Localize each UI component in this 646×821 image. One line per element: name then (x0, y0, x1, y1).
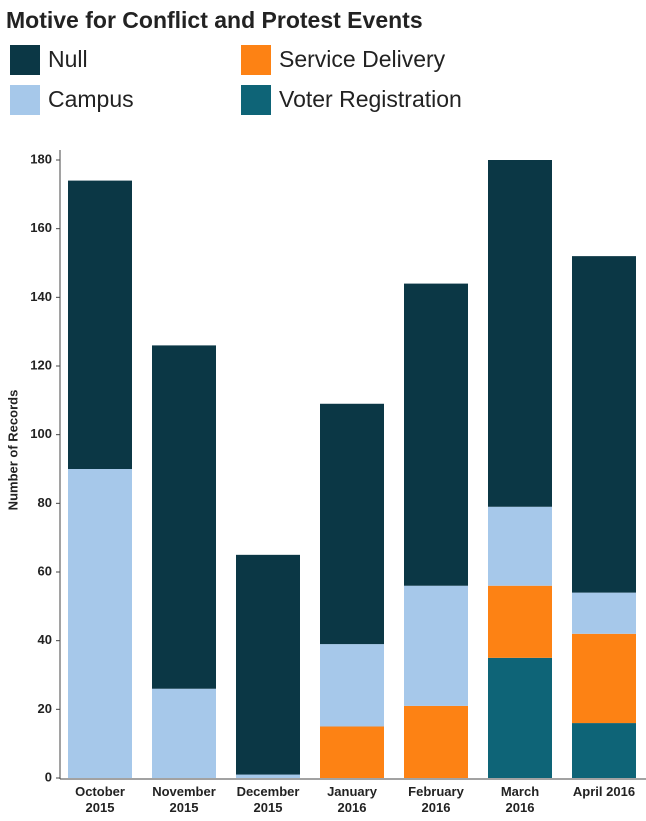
x-tick-line: March (501, 784, 539, 799)
x-tick-line: 2015 (254, 800, 283, 815)
x-tick-label: February 2016 (408, 784, 464, 815)
y-tick-label: 100 (30, 426, 52, 441)
bar-segment (68, 180, 132, 469)
bar-segment (572, 633, 636, 724)
bar-segment (488, 657, 552, 778)
x-tick-line: November (152, 784, 216, 799)
bar-segment (572, 723, 636, 778)
y-tick-label: 0 (45, 769, 52, 784)
x-tick-label: December 2015 (237, 784, 300, 815)
bar-segment (152, 345, 216, 689)
bar-segment (236, 774, 300, 778)
bar-segment (68, 469, 132, 778)
x-tick-label: October 2015 (75, 784, 125, 815)
legend-label: Campus (48, 86, 134, 112)
bar-segment (404, 705, 468, 778)
x-tick-line: February (408, 784, 464, 799)
x-tick-line: 2016 (422, 800, 451, 815)
legend-label: Voter Registration (279, 86, 462, 112)
bar-segment (572, 592, 636, 634)
x-tick-line: 2016 (506, 800, 535, 815)
x-tick-label: April 2016 (573, 784, 635, 799)
bar-segment (404, 585, 468, 706)
y-tick-label: 80 (38, 495, 52, 510)
x-tick-label: January 2016 (327, 784, 378, 815)
bar-segment (572, 256, 636, 593)
legend-swatch (10, 85, 40, 115)
y-tick-label: 160 (30, 220, 52, 235)
bar-segment (488, 506, 552, 586)
x-tick-line: 2015 (170, 800, 199, 815)
y-tick-label: 20 (38, 701, 52, 716)
bar-segment (236, 554, 300, 775)
y-axis-title: Number of Records (5, 390, 20, 511)
bar-segment (320, 403, 384, 645)
legend-label: Null (48, 46, 88, 72)
x-tick-label: March 2016 (501, 784, 539, 815)
x-tick-label: November 2015 (152, 784, 216, 815)
bar-segment (320, 726, 384, 778)
y-tick-label: 60 (38, 563, 52, 578)
legend-swatch (10, 45, 40, 75)
x-tick-line: October (75, 784, 125, 799)
bar-segment (320, 644, 384, 727)
bar-segment (488, 160, 552, 507)
y-tick-label: 120 (30, 357, 52, 372)
y-tick-label: 180 (30, 151, 52, 166)
y-tick-label: 140 (30, 289, 52, 304)
legend-swatch (241, 45, 271, 75)
legend-swatch (241, 85, 271, 115)
chart-title: Motive for Conflict and Protest Events (6, 7, 423, 33)
x-tick-line: December (237, 784, 300, 799)
legend-label: Service Delivery (279, 46, 446, 72)
x-tick-line: January (327, 784, 378, 799)
x-tick-line: April 2016 (573, 784, 635, 799)
x-tick-line: 2015 (86, 800, 115, 815)
bar-segment (404, 283, 468, 586)
x-tick-line: 2016 (338, 800, 367, 815)
y-tick-label: 40 (38, 632, 52, 647)
bar-segment (488, 585, 552, 658)
bar-segment (152, 688, 216, 778)
